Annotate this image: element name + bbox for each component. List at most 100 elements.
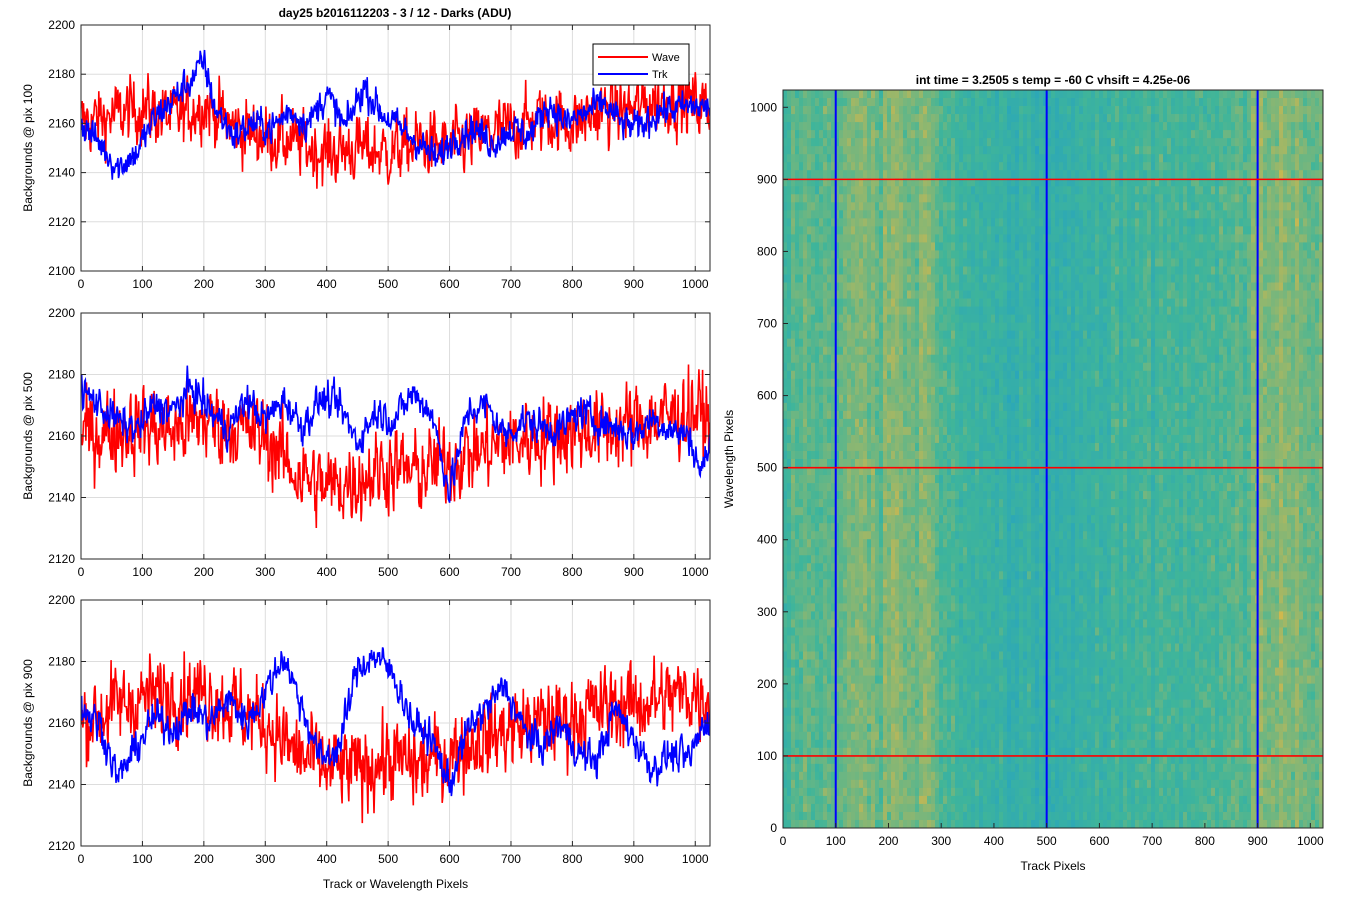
heatmap-cell [855,651,860,660]
heatmap-cell [939,314,944,324]
heatmap-cell [955,659,960,668]
heatmap-cell [923,170,928,179]
heatmap-cell [863,691,868,701]
heatmap-cell [843,483,848,492]
heatmap-cell [915,354,920,364]
heatmap-cell [903,298,908,307]
heatmap-cell [879,378,884,388]
heatmap-cell [935,258,940,267]
heatmap-cell [823,122,828,131]
heatmap-cell [879,795,884,805]
heatmap-cell [959,811,964,821]
heatmap-cell [875,186,880,195]
heatmap-cell [967,707,972,717]
heatmap-cell [859,739,864,749]
heatmap-cell [819,523,824,532]
heatmap-cell [883,226,888,235]
heatmap-cell [831,322,836,332]
heatmap-cell [823,154,828,163]
heatmap-cell [867,763,872,773]
heatmap-cell [947,378,952,388]
heatmap-cell [839,234,844,243]
heatmap-cell [903,611,908,620]
heatmap-cell [871,715,876,725]
heatmap-cell [955,338,960,348]
heatmap-cell [887,410,892,420]
heatmap-cell [975,643,980,652]
heatmap-cell [899,667,904,676]
heatmap-cell [891,507,896,516]
heatmap-cell [899,202,904,211]
heatmap-cell [911,739,916,749]
heatmap-cell [983,603,988,612]
heatmap-cell [967,595,972,604]
heatmap-cell [795,194,800,203]
heatmap-cell [823,475,828,484]
heatmap-cell [899,314,904,324]
heatmap-cell [815,747,820,757]
heatmap-cell [971,434,976,444]
heatmap-cell [919,683,924,693]
heatmap-cell [847,330,852,340]
heatmap-cell [823,226,828,235]
heatmap-cell [815,667,820,676]
heatmap-cell [895,202,900,211]
heatmap-cell [871,290,876,299]
heatmap-cell [823,426,828,436]
heatmap-cell [907,170,912,179]
heatmap-cell [927,186,932,195]
heatmap-cell [803,162,808,171]
heatmap-cell [911,563,916,572]
heatmap-cell [815,322,820,332]
heatmap-cell [847,483,852,492]
heatmap-cell [983,707,988,717]
heatmap-cell [807,763,812,773]
heatmap-cell [927,635,932,644]
heatmap-cell [951,258,956,267]
heatmap-cell [851,771,856,781]
heatmap-cell [787,763,792,773]
heatmap-cell [959,707,964,717]
heatmap-cell [859,410,864,420]
heatmap-cell [887,170,892,179]
heatmap-cell [975,170,980,179]
heatmap-cell [795,763,800,773]
heatmap-cell [947,362,952,372]
heatmap-cell [975,114,980,123]
heatmap-cell [831,314,836,324]
heatmap-cell [959,450,964,460]
heatmap-cell [979,330,984,340]
heatmap-cell [871,170,876,179]
heatmap-cell [835,298,840,307]
heatmap-cell [987,643,992,652]
heatmap-cell [895,434,900,444]
heatmap-cell [931,587,936,596]
heatmap-cell [795,659,800,668]
heatmap-cell [819,354,824,364]
heatmap-cell [843,442,848,452]
heatmap-cell [863,499,868,508]
heatmap-cell [791,226,796,235]
heatmap-cell [919,539,924,548]
heatmap-cell [815,635,820,644]
heatmap-cell [855,595,860,604]
heatmap-cell [939,146,944,155]
heatmap-cell [903,330,908,340]
heatmap-cell [939,683,944,693]
heatmap-cell [847,715,852,725]
heatmap-cell [935,563,940,572]
heatmap-cell [895,98,900,107]
heatmap-cell [843,186,848,195]
heatmap-cell [815,362,820,372]
heatmap-cell [859,138,864,147]
heatmap-cell [827,691,832,701]
heatmap-cell [959,659,964,668]
heatmap-cell [943,378,948,388]
heatmap-cell [835,402,840,412]
heatmap-cell [807,539,812,548]
heatmap-cell [839,755,844,765]
heatmap-cell [807,98,812,107]
heatmap-cell [947,619,952,628]
heatmap-cell [859,338,864,348]
heatmap-cell [787,154,792,163]
